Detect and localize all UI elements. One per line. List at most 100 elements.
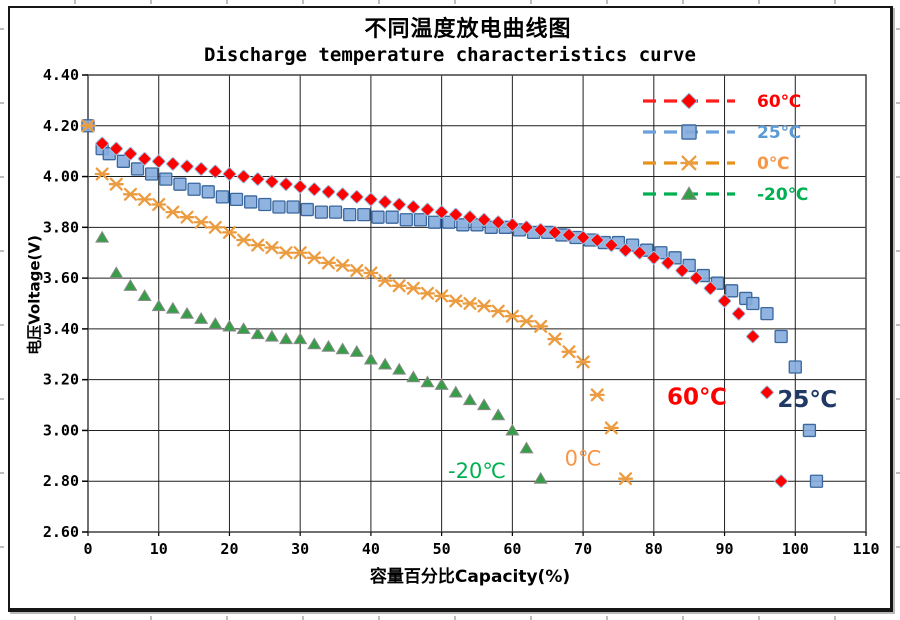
marker-diamond bbox=[180, 159, 194, 174]
y-tick-label: 4.20 bbox=[43, 117, 79, 135]
marker-triangle bbox=[335, 342, 350, 355]
marker-triangle bbox=[194, 311, 209, 324]
marker-triangle bbox=[165, 301, 180, 314]
marker-diamond bbox=[222, 167, 237, 181]
marker-square bbox=[328, 205, 343, 219]
marker-diamond bbox=[349, 190, 364, 204]
marker-diamond bbox=[307, 182, 322, 197]
marker-triangle bbox=[250, 327, 265, 340]
marker-diamond bbox=[680, 92, 698, 110]
marker-diamond bbox=[647, 251, 661, 265]
marker-square bbox=[724, 284, 739, 298]
marker-square bbox=[187, 182, 201, 196]
marker-diamond bbox=[689, 271, 704, 285]
x-tick-label: 110 bbox=[852, 540, 879, 558]
marker-square bbox=[427, 215, 442, 229]
x-tick-label: 40 bbox=[362, 540, 380, 558]
marker-diamond bbox=[166, 157, 180, 171]
marker-diamond bbox=[463, 210, 477, 224]
marker-square bbox=[399, 213, 413, 227]
annotation--20℃: -20℃ bbox=[448, 459, 506, 483]
marker-diamond bbox=[774, 474, 788, 489]
marker-square bbox=[300, 202, 314, 217]
chart-subtitle: Discharge temperature characteristics cu… bbox=[204, 44, 696, 66]
marker-square bbox=[788, 360, 802, 374]
x-tick-label: 100 bbox=[782, 540, 809, 558]
y-tick-label: 3.40 bbox=[43, 320, 79, 338]
marker-triangle bbox=[123, 278, 138, 291]
marker-triangle bbox=[179, 306, 195, 319]
marker-diamond bbox=[123, 146, 138, 161]
marker-diamond bbox=[236, 169, 251, 184]
marker-square bbox=[201, 185, 215, 199]
marker-diamond bbox=[477, 212, 491, 227]
marker-triangle bbox=[109, 266, 124, 279]
marker-diamond bbox=[109, 141, 124, 156]
marker-triangle bbox=[505, 423, 520, 436]
marker-diamond bbox=[208, 164, 223, 179]
marker-diamond bbox=[576, 230, 590, 245]
marker-triangle bbox=[95, 230, 110, 243]
annotation-0℃: 0℃ bbox=[565, 446, 602, 470]
marker-square bbox=[130, 162, 145, 176]
marker-square bbox=[314, 205, 329, 219]
y-tick-label: 3.60 bbox=[43, 269, 79, 287]
marker-triangle bbox=[222, 319, 237, 332]
y-tick-label: 4.40 bbox=[43, 66, 79, 84]
marker-triangle bbox=[264, 329, 279, 342]
marker-diamond bbox=[335, 187, 350, 202]
marker-diamond bbox=[519, 220, 534, 235]
marker-triangle bbox=[321, 339, 336, 352]
marker-diamond bbox=[293, 179, 307, 194]
x-tick-label: 20 bbox=[220, 540, 238, 558]
marker-diamond bbox=[746, 329, 760, 344]
marker-triangle bbox=[349, 344, 364, 357]
y-tick-label: 3.00 bbox=[43, 421, 79, 439]
marker-square bbox=[774, 329, 788, 344]
marker-triangle bbox=[519, 441, 534, 454]
x-tick-label: 70 bbox=[574, 540, 592, 558]
marker-diamond bbox=[491, 215, 506, 230]
marker-diamond bbox=[760, 385, 774, 400]
marker-diamond bbox=[590, 233, 605, 247]
marker-diamond bbox=[250, 172, 265, 186]
marker-diamond bbox=[661, 256, 675, 270]
marker-triangle bbox=[307, 337, 322, 350]
marker-triangle bbox=[208, 317, 223, 329]
marker-square bbox=[229, 192, 244, 207]
legend-label-0℃: 0℃ bbox=[757, 154, 789, 174]
marker-diamond bbox=[364, 192, 378, 207]
marker-square bbox=[456, 218, 470, 232]
marker-square bbox=[746, 296, 760, 311]
marker-diamond bbox=[279, 177, 293, 191]
marker-square bbox=[244, 195, 258, 209]
marker-diamond bbox=[505, 218, 520, 232]
marker-diamond bbox=[717, 294, 732, 308]
marker-square bbox=[413, 213, 428, 227]
x-tick-label: 10 bbox=[150, 540, 168, 558]
y-tick-label: 3.80 bbox=[43, 218, 79, 236]
x-tick-label: 80 bbox=[645, 540, 663, 558]
marker-triangle bbox=[420, 375, 435, 388]
marker-square bbox=[343, 207, 357, 222]
marker-diamond bbox=[378, 195, 392, 209]
x-tick-label: 50 bbox=[433, 540, 451, 558]
chart-title: 不同温度放电曲线图 bbox=[364, 17, 572, 42]
annotation-25℃: 25℃ bbox=[777, 387, 837, 413]
marker-square bbox=[681, 124, 697, 140]
marker-square bbox=[145, 167, 159, 181]
marker-triangle bbox=[476, 398, 492, 411]
legend-label--20℃: -20℃ bbox=[757, 185, 808, 205]
marker-triangle bbox=[491, 408, 506, 421]
marker-triangle bbox=[680, 186, 698, 200]
marker-square bbox=[760, 307, 774, 321]
marker-square bbox=[286, 200, 300, 214]
x-axis-label: 容量百分比Capacity(%) bbox=[369, 567, 571, 587]
marker-triangle bbox=[363, 352, 378, 365]
marker-diamond bbox=[434, 205, 449, 219]
marker-triangle bbox=[533, 471, 548, 484]
marker-triangle bbox=[293, 332, 308, 345]
marker-diamond bbox=[562, 228, 576, 242]
marker-diamond bbox=[632, 245, 647, 260]
